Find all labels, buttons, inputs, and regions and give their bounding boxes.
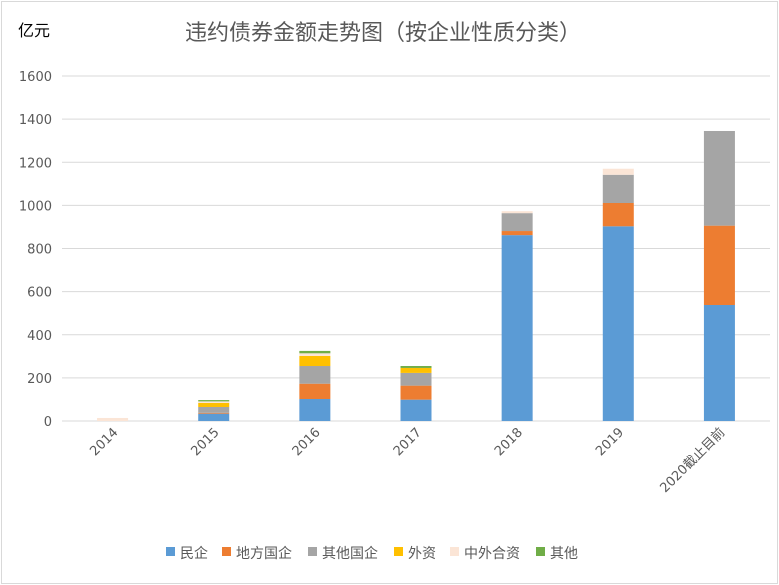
bar-segment [198, 413, 230, 421]
x-tick-label: 2014 [87, 425, 121, 459]
bar-segment [198, 402, 230, 407]
legend-swatch [308, 547, 317, 556]
legend-swatch [394, 547, 403, 556]
legend-swatch [450, 547, 459, 556]
bar-segment [400, 372, 432, 386]
y-tick-label: 1000 [19, 199, 52, 214]
bar-segment [198, 412, 230, 414]
legend-label: 地方国企 [236, 545, 292, 562]
y-tick-label: 400 [27, 329, 52, 344]
legend-swatch [166, 547, 175, 556]
x-tick-label: 2016 [290, 425, 324, 459]
chart-title: 违约债券金额走势图（按企业性质分类） [185, 21, 581, 46]
bar-segment [400, 399, 432, 421]
bar-segment [198, 400, 230, 402]
bar-segment [501, 235, 533, 421]
x-tick-label: 2018 [492, 425, 526, 459]
bar-segment [299, 399, 331, 421]
y-axis-unit-label: 亿元 [18, 21, 50, 40]
legend-label: 其他国企 [322, 545, 378, 562]
bar-segment [299, 383, 331, 400]
legend-label: 外资 [408, 546, 436, 562]
bar-segment [299, 355, 331, 367]
legend-label: 民企 [180, 545, 208, 562]
bar-segment [501, 231, 533, 236]
x-tick-label: 2019 [593, 425, 627, 459]
bar-segment [602, 226, 634, 421]
legend-label: 其他 [550, 546, 578, 562]
x-tick-label: 2015 [189, 425, 223, 459]
y-tick-label: 600 [27, 286, 52, 301]
bar-segment [299, 350, 331, 354]
y-tick-label: 1200 [19, 156, 52, 171]
bar-segment [703, 130, 735, 226]
bar-segment [400, 366, 432, 368]
bar-segment [299, 366, 331, 384]
bar-segment [198, 406, 230, 413]
bar-segment [602, 203, 634, 227]
bar-segment [400, 367, 432, 373]
y-tick-label: 0 [44, 415, 52, 430]
bar-segment [198, 401, 230, 403]
legend-swatch [222, 547, 231, 556]
y-tick-label: 800 [27, 243, 52, 258]
y-tick-label: 200 [27, 372, 52, 387]
bar-segment [501, 213, 533, 232]
legend-swatch [536, 547, 545, 556]
legend-label: 中外合资 [464, 546, 520, 562]
bar-segment [602, 174, 634, 204]
x-tick-label: 2017 [391, 425, 425, 459]
bar-segment [97, 417, 129, 421]
bar-segment [501, 211, 533, 214]
bar-segment [299, 353, 331, 356]
bar-segment [703, 225, 735, 305]
x-tick-label: 2020截止目前 [657, 425, 728, 496]
y-tick-label: 1400 [19, 113, 52, 128]
bar-segment [703, 304, 735, 421]
bar-segment [602, 168, 634, 175]
bar-segment [400, 385, 432, 400]
y-tick-label: 1600 [19, 70, 52, 85]
